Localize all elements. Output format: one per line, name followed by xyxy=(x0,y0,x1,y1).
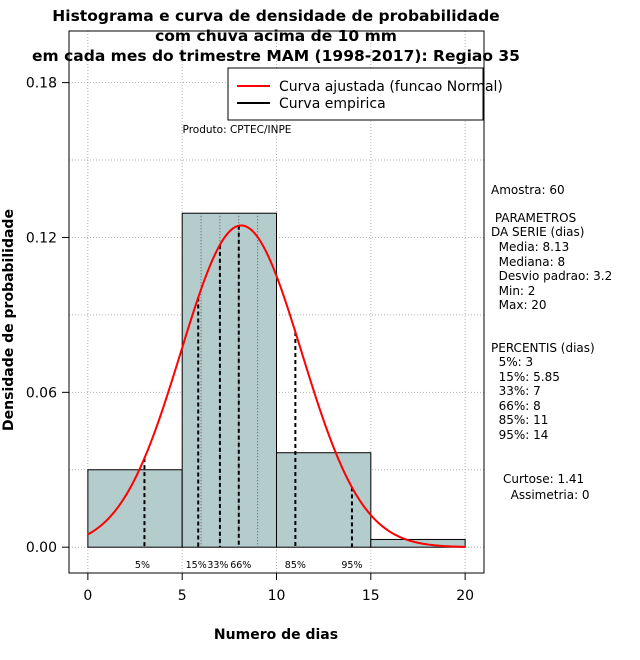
percentile-label: 33% xyxy=(207,560,228,571)
histogram-bar xyxy=(181,212,278,548)
y-tick-label: 0.18 xyxy=(26,76,57,92)
legend-label-empirical: Curva empirica xyxy=(279,96,386,112)
title-line-1: Histograma e curva de densidade de proba… xyxy=(52,7,499,25)
legend-label-fitted: Curva ajustada (funcao Normal) xyxy=(279,79,503,95)
histogram-bar xyxy=(87,469,183,548)
x-tick-label: 0 xyxy=(83,588,92,604)
x-tick-label: 10 xyxy=(268,588,286,604)
stat-mean: Media: 8.13 xyxy=(491,240,570,254)
histogram-bars xyxy=(87,212,466,548)
legend-box xyxy=(227,67,484,121)
normal-curve xyxy=(87,224,466,548)
stat-p85: 85%: 11 xyxy=(491,413,549,427)
stat-max: Max: 20 xyxy=(491,298,547,312)
stat-sd: Desvio padrao: 3.2 xyxy=(491,269,613,283)
params-title-2: DA SERIE (dias) xyxy=(491,225,585,239)
stat-min: Min: 2 xyxy=(491,284,536,298)
title-line-3: em cada mes do trimestre MAM (1998-2017)… xyxy=(32,47,520,65)
percentile-label: 85% xyxy=(285,560,306,571)
title-line-2: com chuva acima de 10 mm xyxy=(155,27,397,45)
percentile-lines: 5% 15% 33% 66% 85% 95% xyxy=(135,225,363,571)
axes: 0 5 10 15 20 0.00 0.06 0.12 0.18 xyxy=(26,76,474,604)
y-tick-label: 0.06 xyxy=(26,385,57,401)
y-tick-label: 0.00 xyxy=(26,540,57,556)
y-tick-label: 0.12 xyxy=(26,230,57,246)
stat-p15: 15%: 5.85 xyxy=(491,370,560,384)
fitted-normal-curve xyxy=(87,224,466,548)
x-tick-label: 5 xyxy=(178,588,187,604)
stat-p33: 33%: 7 xyxy=(491,384,541,398)
percentile-label: 5% xyxy=(135,560,150,571)
y-axis-label: Densidade de probabilidade xyxy=(1,209,17,431)
x-tick-label: 20 xyxy=(456,588,474,604)
histogram-bar xyxy=(276,452,372,548)
stat-skewness: Assimetria: 0 xyxy=(503,488,590,502)
stat-p5: 5%: 3 xyxy=(491,355,534,369)
stat-median: Mediana: 8 xyxy=(491,255,566,269)
credit-text: Produto: CPTEC/INPE xyxy=(183,124,292,136)
stat-p66: 66%: 8 xyxy=(491,399,541,413)
legend: Curva ajustada (funcao Normal) Curva emp… xyxy=(227,67,503,121)
percentiles-title: PERCENTIS (dias) xyxy=(491,341,595,355)
sample-size: Amostra: 60 xyxy=(491,183,565,197)
x-axis-label: Numero de dias xyxy=(214,627,338,643)
percentile-label: 15% xyxy=(186,560,207,571)
x-tick-label: 15 xyxy=(362,588,380,604)
percentile-label: 66% xyxy=(230,560,251,571)
stat-p95: 95%: 14 xyxy=(491,428,549,442)
params-title-1: PARAMETROS xyxy=(491,211,577,225)
percentile-label: 95% xyxy=(341,560,362,571)
stat-kurtosis: Curtose: 1.41 xyxy=(503,472,585,486)
